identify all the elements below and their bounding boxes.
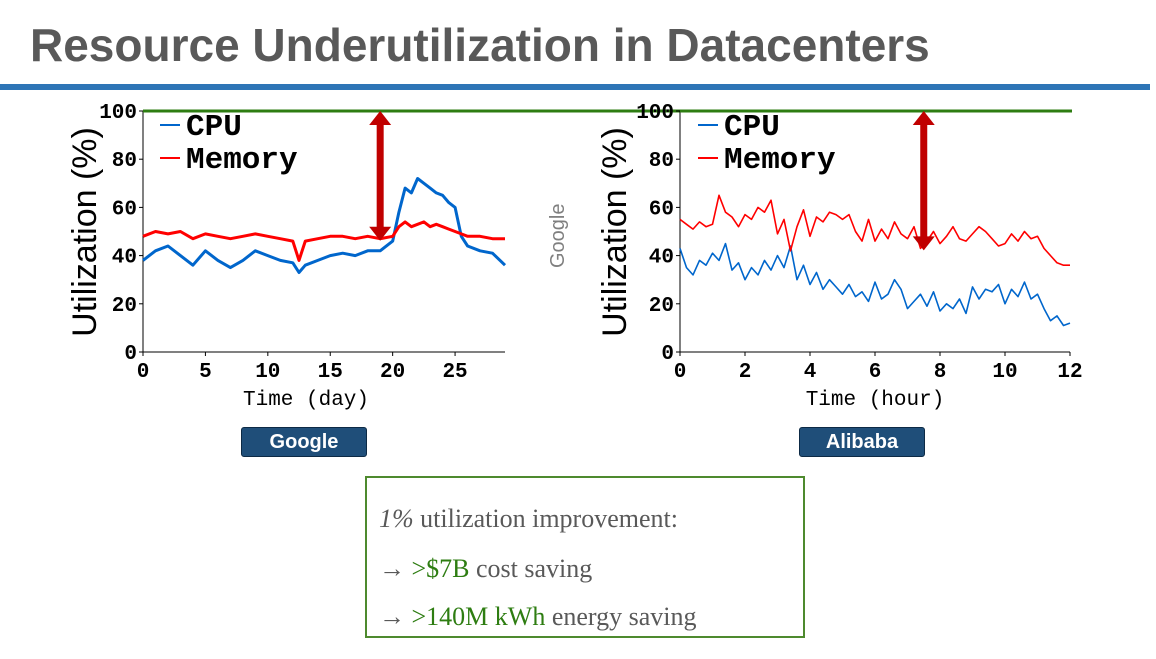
y-tick-label: 20 <box>112 295 137 318</box>
y-axis-label: Utilization (%) <box>596 127 634 337</box>
legend-label-cpu: CPU <box>186 110 242 145</box>
callout-line-1: 1% utilization improvement: <box>379 504 678 534</box>
series-line-cpu <box>679 242 1071 327</box>
energy-saving-text: energy saving <box>545 602 697 631</box>
side-label: Google <box>547 204 569 269</box>
cost-saving-text: cost saving <box>469 554 593 583</box>
x-tick-label: 4 <box>804 361 817 384</box>
y-axis-label: Utilization (%) <box>66 127 104 337</box>
gap-arrow-head-top <box>912 111 935 125</box>
callout-line-2: → >$7B cost saving <box>379 554 592 584</box>
savings-callout: 1% utilization improvement: → >$7B cost … <box>365 476 805 638</box>
y-tick-label: 20 <box>649 295 674 318</box>
x-tick-label: 12 <box>1057 361 1082 384</box>
x-tick-label: 2 <box>739 361 752 384</box>
legend-label-memory: Memory <box>724 143 836 178</box>
energy-saving-value: >140M kWh <box>411 602 546 631</box>
x-tick-label: 10 <box>255 361 280 384</box>
gap-arrow-head-top <box>369 111 392 125</box>
arrow-icon: → <box>379 554 405 583</box>
y-tick-label: 40 <box>112 247 137 270</box>
y-tick-label: 60 <box>649 198 674 221</box>
cost-saving-value: >$7B <box>411 554 470 583</box>
callout-line1-text: utilization improvement: <box>413 504 678 533</box>
y-tick-label: 40 <box>649 247 674 270</box>
slide-title: Resource Underutilization in Datacenters <box>30 19 930 71</box>
x-tick-label: 25 <box>442 361 467 384</box>
y-tick-label: 80 <box>649 150 674 173</box>
legend-label-cpu: CPU <box>724 110 780 145</box>
series-line-memory <box>142 220 505 262</box>
x-axis-label: Time (day) <box>243 389 369 412</box>
y-tick-label: 100 <box>636 102 674 125</box>
x-axis-label: Time (hour) <box>806 389 945 412</box>
gap-arrow-head-bottom <box>912 236 935 251</box>
x-tick-label: 5 <box>199 361 212 384</box>
callout-line-3: → >140M kWh energy saving <box>379 602 696 632</box>
callout-pct: 1% <box>379 504 414 533</box>
series-line-memory <box>679 194 1070 267</box>
legend-label-memory: Memory <box>186 143 298 178</box>
y-tick-label: 100 <box>99 102 137 125</box>
gap-arrow-head-bottom <box>369 226 392 241</box>
chart-label-alibaba: Alibaba <box>799 427 925 457</box>
title-rule <box>0 84 1150 90</box>
x-tick-label: 6 <box>869 361 882 384</box>
y-tick-label: 0 <box>124 343 137 366</box>
series-line-cpu <box>142 177 507 274</box>
y-tick-label: 0 <box>661 343 674 366</box>
x-tick-label: 0 <box>674 361 687 384</box>
chart-label-google: Google <box>241 427 367 457</box>
arrow-icon: → <box>379 602 405 631</box>
x-tick-label: 15 <box>318 361 343 384</box>
x-tick-label: 8 <box>934 361 947 384</box>
y-tick-label: 80 <box>112 150 137 173</box>
x-tick-label: 0 <box>137 361 150 384</box>
x-tick-label: 20 <box>380 361 405 384</box>
x-tick-label: 10 <box>992 361 1017 384</box>
y-tick-label: 60 <box>112 198 137 221</box>
